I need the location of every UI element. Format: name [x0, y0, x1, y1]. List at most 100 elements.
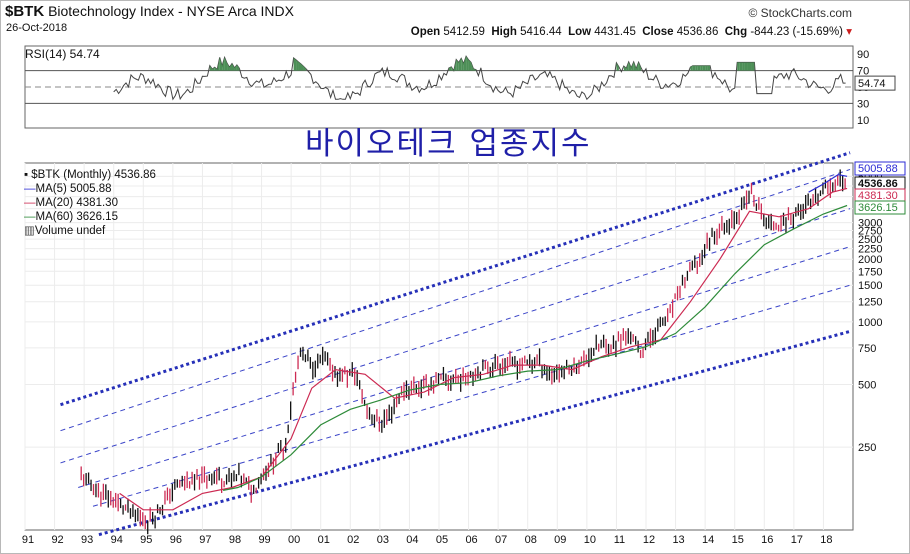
x-axis: 91 92 93 94 95 96 97 98 99 00 01 02 03 04 05 06 07 08 09 10…	[22, 534, 833, 546]
x-tick-label: 95	[140, 534, 152, 546]
rsi-tick-label: 30	[857, 98, 869, 110]
legend-item-price: ▪ $BTK (Monthly) 4536.86	[24, 169, 156, 181]
rsi-overbought-fill	[234, 64, 237, 71]
y-tick-label: 250	[858, 442, 876, 454]
rsi-overbought-fill	[212, 67, 215, 71]
open-value: 5412.59	[443, 26, 485, 38]
price-value-label: 4536.86	[858, 178, 898, 190]
y-tick-label: 2750	[858, 225, 882, 237]
price-panel: 5000450040003500300027502500225020001750…	[24, 151, 906, 537]
x-tick-label: 14	[702, 534, 714, 546]
channel-upper-line	[60, 151, 851, 407]
rsi-overbought-fill	[616, 62, 619, 71]
rsi-tick-label: 90	[857, 49, 869, 61]
rsi-overbought-fill	[633, 61, 637, 71]
rsi-overbought-fill	[448, 66, 452, 71]
rsi-overbought-fill	[451, 66, 454, 71]
ohlc-summary: Open 5412.59 High 5416.44 Low 4431.45 Cl…	[410, 26, 852, 38]
rsi-overbought-fill	[214, 67, 218, 71]
rsi-overbought-fill	[453, 59, 457, 71]
rsi-overbought-fill	[471, 62, 474, 71]
rsi-overbought-fill	[742, 62, 745, 71]
rsi-overbought-fill	[626, 61, 629, 71]
rsi-overbought-fill	[638, 62, 642, 71]
rsi-overbought-fill	[229, 63, 232, 71]
x-tick-label: 08	[525, 534, 537, 546]
x-tick-label: 13	[672, 534, 684, 546]
rsi-overbought-fill	[623, 66, 627, 71]
rsi-overbought-fill	[695, 65, 698, 71]
rsi-overbought-fill	[631, 61, 634, 71]
y-tick-label: 1250	[858, 297, 882, 309]
channel-line	[92, 284, 851, 507]
x-tick-label: 91	[22, 534, 34, 546]
x-tick-label: 06	[465, 534, 477, 546]
ma-line-ma5	[808, 173, 848, 193]
rsi-overbought-fill	[697, 65, 701, 71]
y-tick-label: 3000	[858, 218, 882, 230]
x-tick-label: 04	[406, 534, 418, 546]
x-tick-label: 94	[111, 534, 123, 546]
rsi-overbought-fill	[747, 62, 750, 71]
price-value-tag	[854, 200, 906, 215]
x-tick-label: 92	[51, 534, 63, 546]
brand-link[interactable]: © StockCharts.com	[748, 6, 852, 20]
ma-line-ma20	[119, 187, 848, 511]
rsi-overbought-fill	[224, 57, 228, 71]
rsi-overbought-fill	[700, 65, 703, 71]
rsi-overbought-fill	[209, 65, 213, 71]
symbol: $BTK	[5, 3, 45, 20]
y-tick-label: 1750	[858, 266, 882, 278]
rsi-overbought-fill	[463, 56, 467, 71]
low-value: 4431.45	[594, 26, 636, 38]
legend-item-ma20: —MA(20) 4381.30	[24, 197, 118, 209]
chart-date: 26-Oct-2018	[6, 22, 68, 34]
x-tick-label: 15	[732, 534, 744, 546]
rsi-overbought-fill	[690, 65, 693, 71]
rsi-overbought-fill	[636, 62, 639, 71]
x-tick-label: 10	[584, 534, 596, 546]
legend-item-ma5: —MA(5) 5005.88	[24, 183, 112, 195]
rsi-overbought-fill	[705, 65, 708, 71]
rsi-overbought-fill	[468, 59, 472, 71]
channel-line	[60, 168, 851, 432]
x-tick-label: 93	[81, 534, 93, 546]
rsi-overbought-fill	[737, 62, 740, 71]
x-tick-label: 98	[229, 534, 241, 546]
y-tick-label: 2000	[858, 254, 882, 266]
rsi-overbought-fill	[751, 62, 755, 71]
rsi-overbought-fill	[217, 57, 220, 71]
rsi-panel: 907050301054.74	[24, 45, 896, 129]
price-value-label: 4381.30	[858, 190, 898, 202]
rsi-label: RSI(14) 54.74	[25, 47, 100, 61]
price-value-tag	[854, 161, 906, 176]
y-tick-label: 750	[858, 343, 876, 355]
rsi-overbought-fill	[466, 56, 469, 71]
x-tick-label: 07	[495, 534, 507, 546]
price-value-label: 3626.15	[858, 202, 898, 214]
legend-item-volume: ▥Volume undef	[24, 225, 106, 237]
rsi-overbought-fill	[739, 62, 743, 71]
x-tick-label: 11	[614, 534, 625, 546]
rsi-overbought-fill	[222, 57, 225, 71]
channel-lower-line	[98, 329, 851, 537]
rsi-tick-label: 10	[857, 115, 869, 127]
x-tick-label: 09	[554, 534, 566, 546]
x-tick-label: 02	[347, 534, 359, 546]
rsi-overbought-fill	[702, 65, 706, 71]
x-tick-label: 12	[643, 534, 655, 546]
rsi-tick-label: 70	[857, 66, 869, 78]
x-tick-label: 99	[258, 534, 270, 546]
x-tick-label: 16	[761, 534, 773, 546]
rsi-overbought-fill	[298, 61, 301, 71]
y-tick-label: 1500	[858, 280, 882, 292]
index-name: Biotechnology Index - NYSE Arca INDX	[48, 3, 294, 19]
ma-line-ma60	[222, 204, 848, 491]
chart-title: $BTK Biotechnology Index - NYSE Arca IND…	[5, 3, 294, 20]
x-tick-label: 00	[288, 534, 300, 546]
channel-line	[60, 208, 851, 464]
x-tick-label: 96	[170, 534, 182, 546]
rsi-overbought-fill	[707, 65, 711, 71]
rsi-overbought-fill	[293, 57, 297, 71]
